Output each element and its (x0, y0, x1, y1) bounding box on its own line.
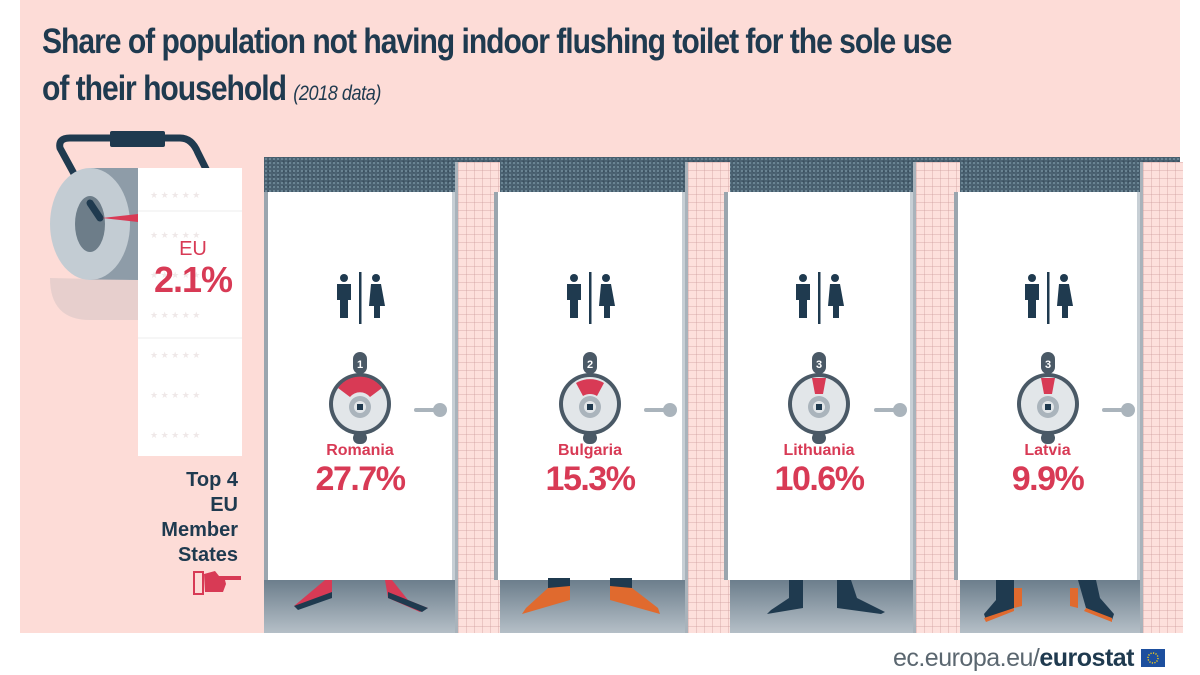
occupied-lock-icon: 3 (1016, 352, 1079, 444)
door-handle-icon[interactable] (1102, 400, 1136, 420)
stall-door-romania: 1 Romania 27.7% (264, 192, 455, 580)
sneakers-feet-icon (522, 578, 660, 614)
country-name: Latvia (1024, 442, 1071, 459)
eu-value: 2.1% (153, 259, 233, 300)
restroom-sign-icon (796, 272, 844, 324)
occupied-lock-icon: 2 (559, 352, 621, 444)
svg-text:★ ★ ★ ★ ★: ★ ★ ★ ★ ★ (150, 350, 200, 360)
stall-door-latvia: 3 Latvia 9.9% (954, 192, 1140, 580)
eu-stat: EU 2.1% (138, 238, 248, 300)
boots-feet-icon (984, 580, 1114, 622)
svg-text:★ ★ ★ ★ ★: ★ ★ ★ ★ ★ (150, 430, 200, 440)
title-line-1: Share of population not having indoor fl… (42, 22, 952, 61)
restroom-sign-icon (337, 272, 385, 324)
top4-line: Top 4 (186, 469, 238, 491)
country-value: 10.6% (774, 460, 865, 498)
country-name: Lithuania (783, 442, 855, 459)
svg-text:★ ★ ★ ★ ★: ★ ★ ★ ★ ★ (150, 390, 200, 400)
subtitle: (2018 data) (293, 82, 381, 105)
occupied-lock-icon: 3 (788, 352, 850, 444)
country-value: 15.3% (545, 460, 636, 498)
eu-flag-icon (1141, 649, 1165, 667)
top4-line: EU (210, 494, 238, 516)
svg-text:3: 3 (1044, 359, 1050, 371)
eu-label: EU (179, 238, 207, 260)
tile-pillar (913, 162, 960, 633)
door-handle-icon[interactable] (874, 400, 908, 420)
source-link[interactable]: ec.europa.eu/eurostat (893, 644, 1166, 673)
top4-line: States (177, 544, 238, 566)
pointing-hand-icon (193, 571, 241, 595)
tile-pillar (685, 162, 730, 633)
country-value: 27.7% (315, 460, 406, 498)
occupied-lock-icon: 1 (329, 352, 391, 444)
title-line-2: of their household (2018 data) (42, 65, 1005, 117)
country-value: 9.9% (1011, 460, 1085, 498)
svg-text:3: 3 (816, 359, 822, 371)
restroom-sign-icon (1024, 272, 1073, 324)
svg-text:★ ★ ★ ★ ★: ★ ★ ★ ★ ★ (150, 310, 200, 320)
page-title: Share of population not having indoor fl… (42, 18, 1005, 117)
country-name: Bulgaria (557, 442, 622, 459)
stall-door-bulgaria: 2 Bulgaria 15.3% (494, 192, 685, 580)
tile-pillar (455, 162, 500, 633)
heels-feet-icon (294, 580, 428, 612)
svg-text:2: 2 (587, 359, 593, 371)
dress-shoes-feet-icon (767, 580, 885, 614)
svg-text:★ ★ ★ ★ ★: ★ ★ ★ ★ ★ (150, 230, 200, 240)
svg-text:★ ★ ★ ★ ★: ★ ★ ★ ★ ★ (150, 190, 200, 200)
title-line-2-text: of their household (42, 69, 287, 108)
top4-label: Top 4 EU Member States (120, 468, 238, 568)
stall-door-lithuania: 3 Lithuania 10.6% (724, 192, 913, 580)
svg-text:★ ★ ★ ★ ★: ★ ★ ★ ★ ★ (150, 270, 200, 280)
svg-text:1: 1 (357, 359, 363, 371)
door-handle-icon[interactable] (414, 400, 448, 420)
toilet-roll-icon: ★ ★ ★ ★ ★ ★ ★ ★ ★ ★ ★ ★ ★ ★ ★ ★ ★ ★ ★ ★ … (50, 131, 242, 456)
top4-line: Member (161, 519, 238, 541)
door-handle-icon[interactable] (644, 400, 678, 420)
country-name: Romania (326, 442, 394, 459)
tile-pillar (1140, 162, 1183, 633)
restroom-sign-icon (567, 272, 615, 324)
source-domain: ec.europa.eu/ (892, 644, 1040, 672)
eurostat-brand: eurostat (1039, 644, 1134, 672)
